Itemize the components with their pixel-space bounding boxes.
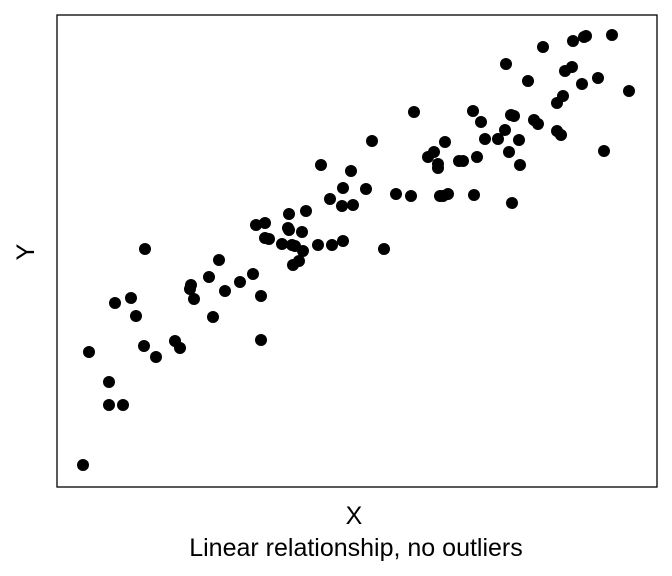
data-point-47 — [345, 165, 357, 177]
data-point-65 — [468, 189, 480, 201]
data-point-45 — [336, 200, 348, 212]
data-point-21 — [234, 276, 246, 288]
data-point-54 — [408, 106, 420, 118]
data-points — [77, 29, 635, 471]
data-point-67 — [471, 151, 483, 163]
data-point-95 — [606, 29, 618, 41]
data-point-8 — [130, 310, 142, 322]
data-point-58 — [432, 162, 444, 174]
data-point-82 — [537, 41, 549, 53]
plot-area-frame — [56, 14, 658, 488]
data-point-78 — [514, 159, 526, 171]
data-point-40 — [312, 239, 324, 251]
data-point-92 — [580, 30, 592, 42]
data-point-44 — [337, 182, 349, 194]
data-point-52 — [390, 188, 402, 200]
data-point-64 — [457, 155, 469, 167]
data-point-53 — [405, 190, 417, 202]
chart-caption: Linear relationship, no outliers — [189, 534, 523, 562]
data-point-18 — [207, 311, 219, 323]
data-point-6 — [109, 297, 121, 309]
data-point-7 — [125, 292, 137, 304]
data-point-38 — [293, 255, 305, 267]
data-point-77 — [513, 134, 525, 146]
data-point-35 — [296, 226, 308, 238]
data-point-88 — [566, 61, 578, 73]
data-point-51 — [378, 243, 390, 255]
data-point-11 — [150, 351, 162, 363]
data-point-16 — [188, 293, 200, 305]
data-point-15 — [184, 283, 196, 295]
data-point-60 — [439, 136, 451, 148]
data-point-73 — [500, 58, 512, 70]
data-point-71 — [499, 124, 511, 136]
data-point-2 — [83, 346, 95, 358]
data-point-1 — [77, 459, 89, 471]
data-point-31 — [283, 208, 295, 220]
data-point-75 — [506, 197, 518, 209]
data-point-57 — [428, 146, 440, 158]
data-point-20 — [219, 285, 231, 297]
data-point-42 — [324, 193, 336, 205]
data-point-28 — [263, 233, 275, 245]
data-point-48 — [347, 199, 359, 211]
data-point-5 — [117, 399, 129, 411]
data-point-37 — [300, 205, 312, 217]
data-point-72 — [503, 146, 515, 158]
data-point-29 — [276, 238, 288, 250]
data-point-85 — [555, 129, 567, 141]
data-point-22 — [247, 268, 259, 280]
data-point-50 — [366, 135, 378, 147]
data-point-76 — [508, 110, 520, 122]
data-point-89 — [567, 35, 579, 47]
data-point-9 — [139, 243, 151, 255]
data-point-39 — [289, 240, 301, 252]
data-point-41 — [315, 159, 327, 171]
data-point-26 — [259, 217, 271, 229]
data-point-68 — [475, 116, 487, 128]
y-axis-label: Y — [12, 243, 40, 260]
data-point-32 — [283, 224, 295, 236]
data-point-46 — [337, 235, 349, 247]
data-point-86 — [557, 90, 569, 102]
data-point-24 — [255, 290, 267, 302]
data-point-13 — [174, 342, 186, 354]
data-point-66 — [467, 105, 479, 117]
data-point-17 — [203, 271, 215, 283]
data-point-90 — [576, 78, 588, 90]
data-point-94 — [598, 145, 610, 157]
data-point-49 — [360, 183, 372, 195]
data-point-10 — [138, 340, 150, 352]
data-point-3 — [103, 376, 115, 388]
data-point-96 — [623, 85, 635, 97]
data-point-4 — [103, 399, 115, 411]
data-point-23 — [255, 334, 267, 346]
data-point-93 — [592, 72, 604, 84]
data-point-25 — [250, 219, 262, 231]
x-axis-label: X — [346, 502, 363, 530]
data-point-19 — [213, 254, 225, 266]
data-point-69 — [479, 133, 491, 145]
data-point-43 — [326, 239, 338, 251]
data-point-81 — [532, 118, 544, 130]
data-point-62 — [442, 188, 454, 200]
data-point-70 — [492, 133, 504, 145]
data-point-79 — [522, 75, 534, 87]
